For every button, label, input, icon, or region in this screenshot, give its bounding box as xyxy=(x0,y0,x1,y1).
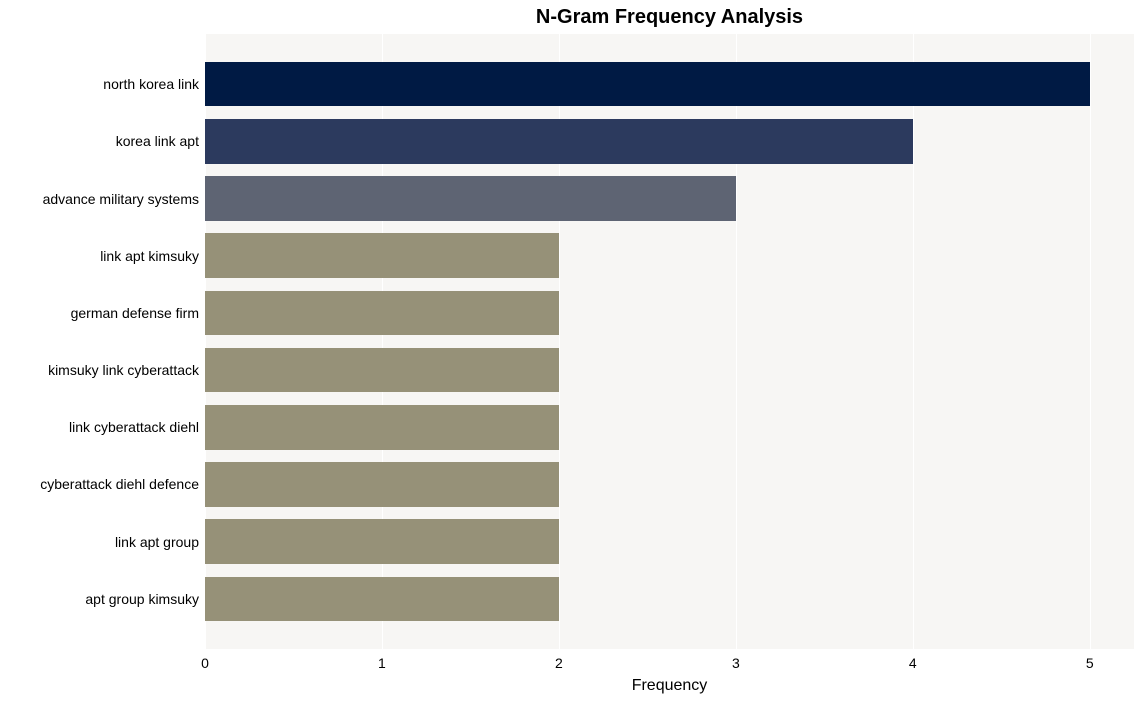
x-tick-label: 5 xyxy=(1086,655,1094,671)
bar xyxy=(205,405,559,450)
bar xyxy=(205,119,913,164)
y-tick-label: cyberattack diehl defence xyxy=(40,476,199,492)
bar xyxy=(205,176,736,221)
ngram-chart: N-Gram Frequency Analysis Frequency 0 1 2 3… xyxy=(0,0,1143,701)
bar xyxy=(205,233,559,278)
y-tick-label: apt group kimsuky xyxy=(85,591,199,607)
x-tick-label: 4 xyxy=(909,655,917,671)
x-axis-title: Frequency xyxy=(205,677,1134,695)
x-tick-label: 3 xyxy=(732,655,740,671)
bar xyxy=(205,291,559,336)
chart-title: N-Gram Frequency Analysis xyxy=(98,6,1143,29)
x-tick-label: 0 xyxy=(201,655,209,671)
y-tick-label: north korea link xyxy=(103,76,199,92)
x-tick-label: 1 xyxy=(378,655,386,671)
grid-line xyxy=(913,34,914,649)
y-tick-label: german defense firm xyxy=(71,305,199,321)
y-tick-label: link cyberattack diehl xyxy=(69,419,199,435)
bar xyxy=(205,577,559,622)
plot-area xyxy=(205,34,1134,649)
bar xyxy=(205,462,559,507)
y-tick-label: korea link apt xyxy=(116,133,199,149)
bar xyxy=(205,519,559,564)
bar xyxy=(205,62,1090,107)
y-tick-label: link apt group xyxy=(115,534,199,550)
y-tick-label: advance military systems xyxy=(43,191,199,207)
y-tick-label: link apt kimsuky xyxy=(100,248,199,264)
y-tick-label: kimsuky link cyberattack xyxy=(48,362,199,378)
bar xyxy=(205,348,559,393)
x-tick-label: 2 xyxy=(555,655,563,671)
grid-line xyxy=(1090,34,1091,649)
